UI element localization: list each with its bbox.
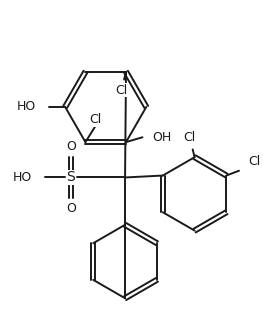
Text: Cl: Cl	[184, 131, 196, 144]
Text: Cl: Cl	[115, 84, 127, 97]
Text: O: O	[66, 202, 76, 215]
Text: HO: HO	[17, 100, 36, 113]
Text: O: O	[66, 140, 76, 153]
Text: Cl: Cl	[249, 155, 261, 168]
Text: OH: OH	[152, 131, 171, 144]
Text: Cl: Cl	[89, 113, 101, 126]
Text: S: S	[67, 171, 75, 185]
Text: HO: HO	[13, 171, 32, 184]
